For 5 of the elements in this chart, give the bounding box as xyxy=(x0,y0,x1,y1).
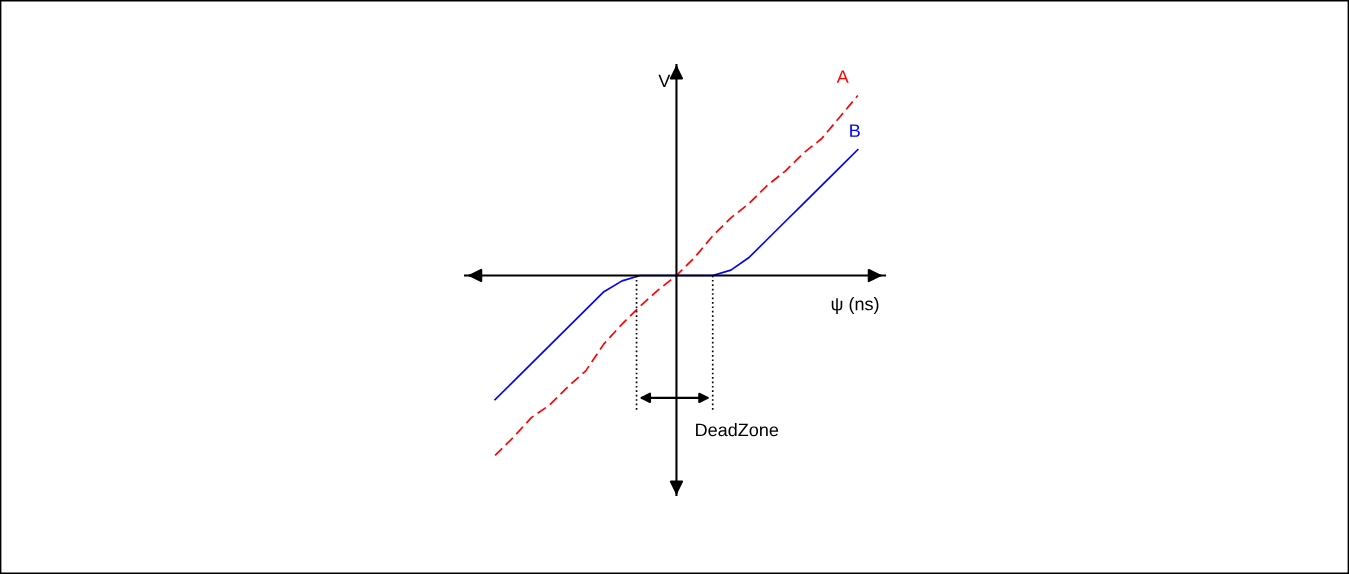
series-label: A xyxy=(836,70,849,83)
x-axis-title: ψ (ns) xyxy=(831,297,879,314)
annotation: DeadZone xyxy=(696,423,779,437)
y-axis-title: V xyxy=(658,74,671,88)
series-label: B xyxy=(850,124,860,137)
